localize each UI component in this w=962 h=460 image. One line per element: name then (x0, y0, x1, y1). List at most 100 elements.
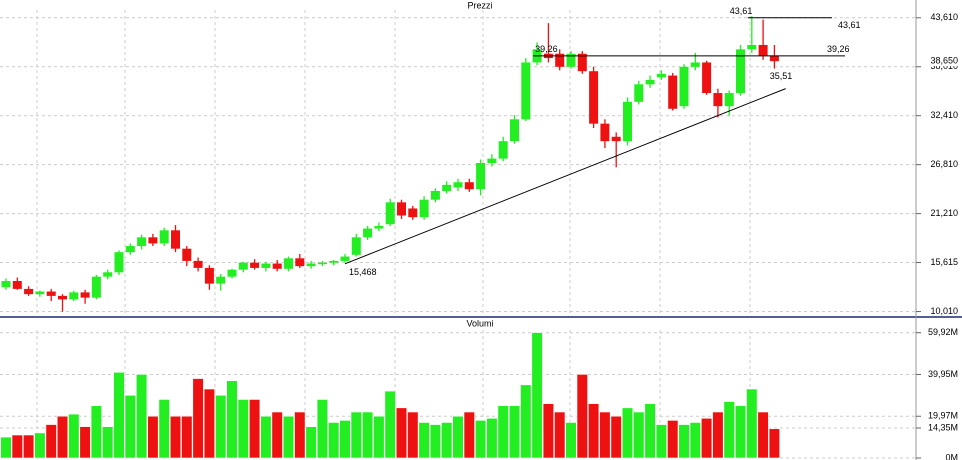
candle-body (521, 62, 531, 120)
candle-body (577, 53, 587, 72)
y-tick-label: 26,810 (930, 159, 958, 169)
volume-bar (282, 415, 295, 459)
volume-bar (45, 424, 57, 459)
y-tick-label: 0M (945, 452, 958, 460)
volume-bar (260, 415, 272, 459)
hline-label: 43,61 (838, 20, 861, 30)
candle-body (668, 75, 678, 109)
candle-body (351, 237, 361, 255)
candle-body (204, 267, 214, 284)
candle-body (80, 292, 90, 298)
candle-body (645, 79, 655, 85)
volume-bar (712, 411, 724, 459)
candle-body (623, 101, 632, 142)
volume-bar (203, 388, 216, 459)
candle-body (397, 202, 406, 216)
volume-bar (0, 436, 12, 459)
volume-bar (169, 415, 182, 459)
candle-body (1, 281, 11, 288)
y-tick-label: 10,010 (930, 306, 958, 316)
candle-body (317, 262, 327, 265)
volume-bar (497, 405, 509, 459)
candle-body (46, 291, 56, 296)
volume-bar (79, 426, 91, 459)
candle-body (182, 248, 192, 261)
volume-bar (181, 415, 193, 459)
volume-bar (587, 403, 600, 459)
volume-bar (633, 411, 645, 459)
candle-body (340, 256, 350, 261)
candle-body (758, 44, 768, 56)
volume-bar (237, 399, 249, 459)
volume-bar (746, 388, 758, 459)
candle-body (464, 182, 474, 190)
volume-bar (339, 420, 351, 459)
candle-body (487, 158, 497, 163)
volume-bar (192, 378, 204, 459)
candle-body (227, 269, 237, 277)
hline-label: 39,26 (827, 44, 850, 54)
candle-body (91, 276, 101, 298)
volume-bar (757, 411, 769, 459)
candle-body (419, 199, 429, 218)
volume-bar (463, 411, 475, 459)
volume-bar (249, 399, 261, 459)
candle-body (476, 163, 486, 190)
volume-bar (136, 374, 148, 459)
volume-bar (565, 422, 577, 459)
candle-body (148, 237, 158, 244)
volume-bar (113, 371, 125, 459)
candle-body (408, 208, 418, 218)
volume-bar (700, 417, 713, 459)
volume-bar (34, 432, 46, 459)
volume-bar (667, 420, 679, 459)
candle-body (329, 260, 339, 263)
candle-body (159, 230, 169, 244)
volume-bar (56, 415, 69, 459)
volume-bar (429, 424, 442, 459)
y-tick-label: 15,615 (930, 257, 958, 267)
candle-body (442, 184, 452, 191)
volume-bar (124, 394, 136, 459)
volume-bar (90, 405, 102, 459)
volume-bar (734, 405, 747, 459)
candle-body (453, 182, 463, 188)
y-tick-label: 59,92M (928, 327, 958, 337)
y-tick-label: 19,97M (928, 411, 958, 421)
volume-bar (316, 399, 329, 459)
volume-bar (621, 407, 634, 459)
volume-bar (486, 417, 498, 459)
candle-body (555, 53, 565, 67)
volume-bar (361, 411, 374, 459)
volume-bar (678, 424, 690, 459)
candle-body (374, 225, 384, 229)
volume-bar (215, 394, 227, 459)
volume-bar (407, 411, 419, 459)
volume-bar (418, 422, 430, 459)
candle-body (24, 288, 34, 295)
candle-body (385, 202, 395, 225)
candle-body (679, 66, 689, 107)
candle-body (284, 258, 293, 269)
volume-bar (350, 411, 362, 459)
candle-body (295, 258, 305, 267)
y-tick-label: 32,410 (930, 110, 958, 120)
candle-body (58, 295, 67, 300)
volume-bar (328, 422, 340, 459)
volume-bar (147, 415, 159, 459)
candle-body (250, 262, 260, 268)
volume-bar (576, 374, 588, 459)
volume-bar (226, 380, 238, 459)
hline-label: 39,26 (535, 44, 558, 54)
candle-body (272, 263, 282, 269)
volume-bar (689, 422, 701, 459)
volume-bar (22, 434, 35, 459)
candle-body (510, 119, 519, 142)
volume-bar (305, 426, 317, 459)
candle-body (769, 55, 779, 62)
volume-bar (768, 428, 780, 459)
y-tick-label: 14,35M (928, 422, 958, 432)
